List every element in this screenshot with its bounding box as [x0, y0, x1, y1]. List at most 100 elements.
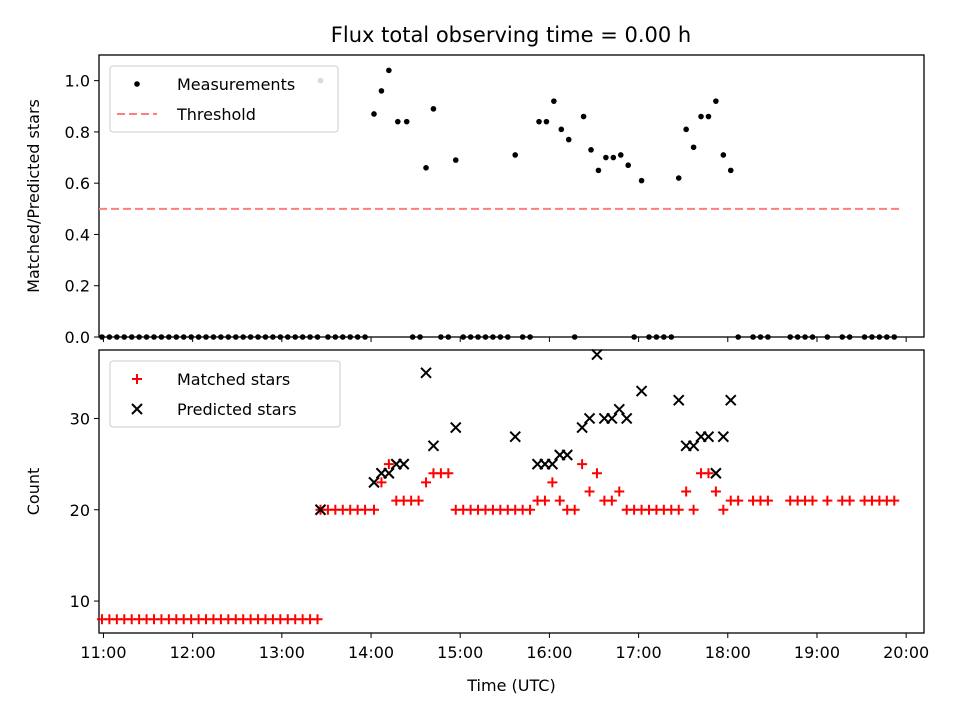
measurement-point [683, 126, 689, 133]
y-axis-label: Count [24, 468, 43, 516]
measurement-point [571, 334, 578, 340]
measurement-point [757, 334, 764, 340]
measurement-point [595, 167, 602, 174]
measurement-point [225, 334, 232, 340]
measurement-point [354, 334, 361, 340]
y-tick-label: 20 [70, 501, 90, 520]
measurement-point [490, 334, 496, 340]
measurement-point [378, 88, 385, 94]
measurement-point [750, 334, 756, 340]
measurement-point [394, 118, 401, 125]
measurement-point [218, 334, 224, 340]
measurement-point [603, 154, 609, 161]
matched-star-point [688, 504, 699, 515]
matched-star-point [539, 495, 550, 506]
measurement-point [166, 334, 172, 340]
measurement-point [713, 98, 719, 104]
measurement-point [423, 165, 429, 171]
measurement-point [240, 334, 246, 340]
measurement-point [445, 334, 452, 340]
measurement-point [565, 136, 572, 143]
matched-star-point [591, 468, 602, 479]
legend-box [109, 65, 339, 133]
measurement-point [802, 334, 808, 340]
legend-predicted-swatch [131, 403, 143, 415]
matched-star-point [844, 495, 855, 506]
measurement-point [128, 334, 135, 340]
legend-label: Threshold [176, 105, 256, 124]
measurement-point [475, 334, 481, 340]
matched-star-point [614, 486, 625, 497]
predicted-star-point [314, 504, 327, 516]
legend-matched-swatch [132, 374, 142, 384]
predicted-star-point [576, 421, 588, 434]
measurement-point [292, 334, 299, 340]
predicted-star-point [398, 458, 410, 470]
measurement-point [307, 334, 313, 340]
matched-star-point [421, 477, 432, 488]
measurement-point [551, 98, 557, 104]
matched-star-point [413, 495, 424, 506]
measurement-point [99, 334, 105, 340]
measurement-point [512, 152, 519, 158]
measurement-point [136, 334, 142, 340]
measurement-point [794, 334, 801, 340]
measurement-point [504, 334, 511, 340]
matched-star-point [569, 504, 580, 515]
y-tick-label: 0.4 [65, 225, 90, 244]
y-tick-label: 10 [70, 592, 90, 611]
measurement-point [580, 113, 587, 120]
measurement-point [143, 334, 150, 340]
legend-box [109, 360, 341, 428]
x-axis-label: Time (UTC) [466, 676, 555, 695]
predicted-star-point [725, 394, 737, 406]
matched-star-point [807, 495, 818, 506]
measurement-point [262, 334, 269, 340]
predicted-star-point [583, 412, 596, 425]
measurement-point [121, 334, 128, 340]
measurement-point [558, 126, 565, 133]
y-tick-label: 30 [70, 409, 90, 428]
y-tick-label: 0.0 [65, 328, 90, 347]
measurement-point [299, 334, 306, 340]
measurement-point [869, 334, 875, 340]
y-tick-label: 1.0 [65, 72, 90, 91]
legend-label: Measurements [177, 75, 295, 94]
measurement-point [727, 167, 734, 174]
measurement-point [467, 334, 474, 340]
predicted-star-point [420, 367, 432, 379]
measurement-point [891, 334, 898, 340]
legend-measurement-swatch [134, 81, 140, 87]
measurement-point [653, 334, 660, 340]
measurement-point [332, 334, 339, 340]
measurement-point [631, 334, 637, 340]
measurement-point [430, 106, 437, 112]
predicted-star-point [613, 403, 625, 416]
matched-star-point [718, 504, 729, 515]
measurement-point [536, 118, 542, 125]
measurement-point [787, 334, 794, 340]
matched-star-point [584, 486, 595, 497]
measurement-point [409, 334, 416, 340]
measurement-point [151, 334, 157, 340]
measurement-point [625, 162, 631, 169]
measurement-point [417, 334, 423, 340]
measurement-point [106, 334, 113, 340]
measurement-point [698, 113, 704, 120]
matched-star-point [360, 504, 371, 515]
matched-star-point [822, 495, 833, 506]
x-tick-label: 16:00 [526, 643, 572, 662]
measurement-point [232, 334, 239, 340]
matched-star-point [525, 504, 536, 515]
predicted-star-point [635, 385, 648, 397]
measurement-point [720, 152, 727, 158]
y-tick-label: 0.6 [65, 174, 90, 193]
predicted-star-point [561, 449, 573, 461]
measurement-point [270, 334, 276, 340]
matched-star-point [577, 459, 588, 470]
predicted-star-point [710, 467, 722, 479]
measurement-point [884, 334, 890, 340]
measurement-point [646, 334, 652, 340]
chart-title: Flux total observing time = 0.00 h [331, 23, 691, 47]
measurement-point [173, 334, 180, 340]
